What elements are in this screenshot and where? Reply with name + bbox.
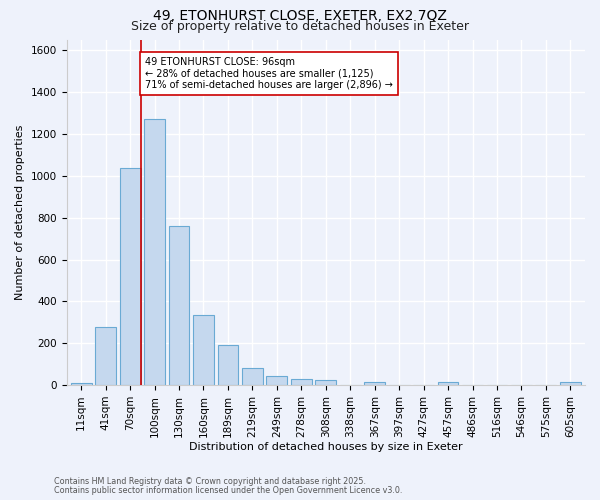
Bar bbox=[364, 382, 385, 385]
Bar bbox=[120, 168, 140, 385]
Bar bbox=[437, 382, 458, 385]
Bar bbox=[95, 326, 116, 385]
Text: Size of property relative to detached houses in Exeter: Size of property relative to detached ho… bbox=[131, 20, 469, 33]
Bar bbox=[266, 376, 287, 385]
X-axis label: Distribution of detached houses by size in Exeter: Distribution of detached houses by size … bbox=[189, 442, 463, 452]
Bar bbox=[291, 379, 312, 385]
Bar bbox=[316, 380, 336, 385]
Text: Contains public sector information licensed under the Open Government Licence v3: Contains public sector information licen… bbox=[54, 486, 403, 495]
Bar bbox=[193, 315, 214, 385]
Bar bbox=[560, 382, 581, 385]
Text: Contains HM Land Registry data © Crown copyright and database right 2025.: Contains HM Land Registry data © Crown c… bbox=[54, 477, 366, 486]
Text: 49 ETONHURST CLOSE: 96sqm
← 28% of detached houses are smaller (1,125)
71% of se: 49 ETONHURST CLOSE: 96sqm ← 28% of detac… bbox=[145, 56, 392, 90]
Bar bbox=[144, 120, 165, 385]
Bar bbox=[218, 346, 238, 385]
Y-axis label: Number of detached properties: Number of detached properties bbox=[15, 125, 25, 300]
Text: 49, ETONHURST CLOSE, EXETER, EX2 7QZ: 49, ETONHURST CLOSE, EXETER, EX2 7QZ bbox=[153, 9, 447, 23]
Bar bbox=[242, 368, 263, 385]
Bar bbox=[169, 226, 190, 385]
Bar bbox=[71, 383, 92, 385]
